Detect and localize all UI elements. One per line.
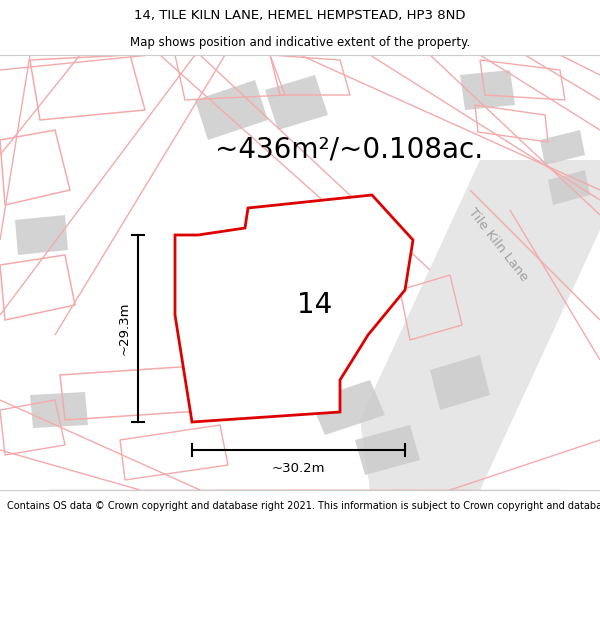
Polygon shape (360, 160, 600, 490)
Polygon shape (310, 380, 385, 435)
Polygon shape (430, 355, 490, 410)
Text: Tile Kiln Lane: Tile Kiln Lane (466, 206, 530, 284)
Polygon shape (548, 170, 590, 205)
Text: 14: 14 (298, 291, 332, 319)
Text: Contains OS data © Crown copyright and database right 2021. This information is : Contains OS data © Crown copyright and d… (7, 501, 600, 511)
Polygon shape (30, 392, 88, 428)
Polygon shape (175, 195, 413, 422)
Text: ~436m²/~0.108ac.: ~436m²/~0.108ac. (215, 136, 483, 164)
Polygon shape (460, 70, 515, 110)
Polygon shape (195, 80, 268, 140)
Polygon shape (540, 130, 585, 165)
Polygon shape (15, 215, 68, 255)
Text: ~30.2m: ~30.2m (272, 461, 325, 474)
Text: Map shows position and indicative extent of the property.: Map shows position and indicative extent… (130, 36, 470, 49)
Text: ~29.3m: ~29.3m (118, 302, 131, 355)
Polygon shape (265, 75, 328, 130)
Polygon shape (355, 425, 420, 475)
Text: 14, TILE KILN LANE, HEMEL HEMPSTEAD, HP3 8ND: 14, TILE KILN LANE, HEMEL HEMPSTEAD, HP3… (134, 9, 466, 22)
